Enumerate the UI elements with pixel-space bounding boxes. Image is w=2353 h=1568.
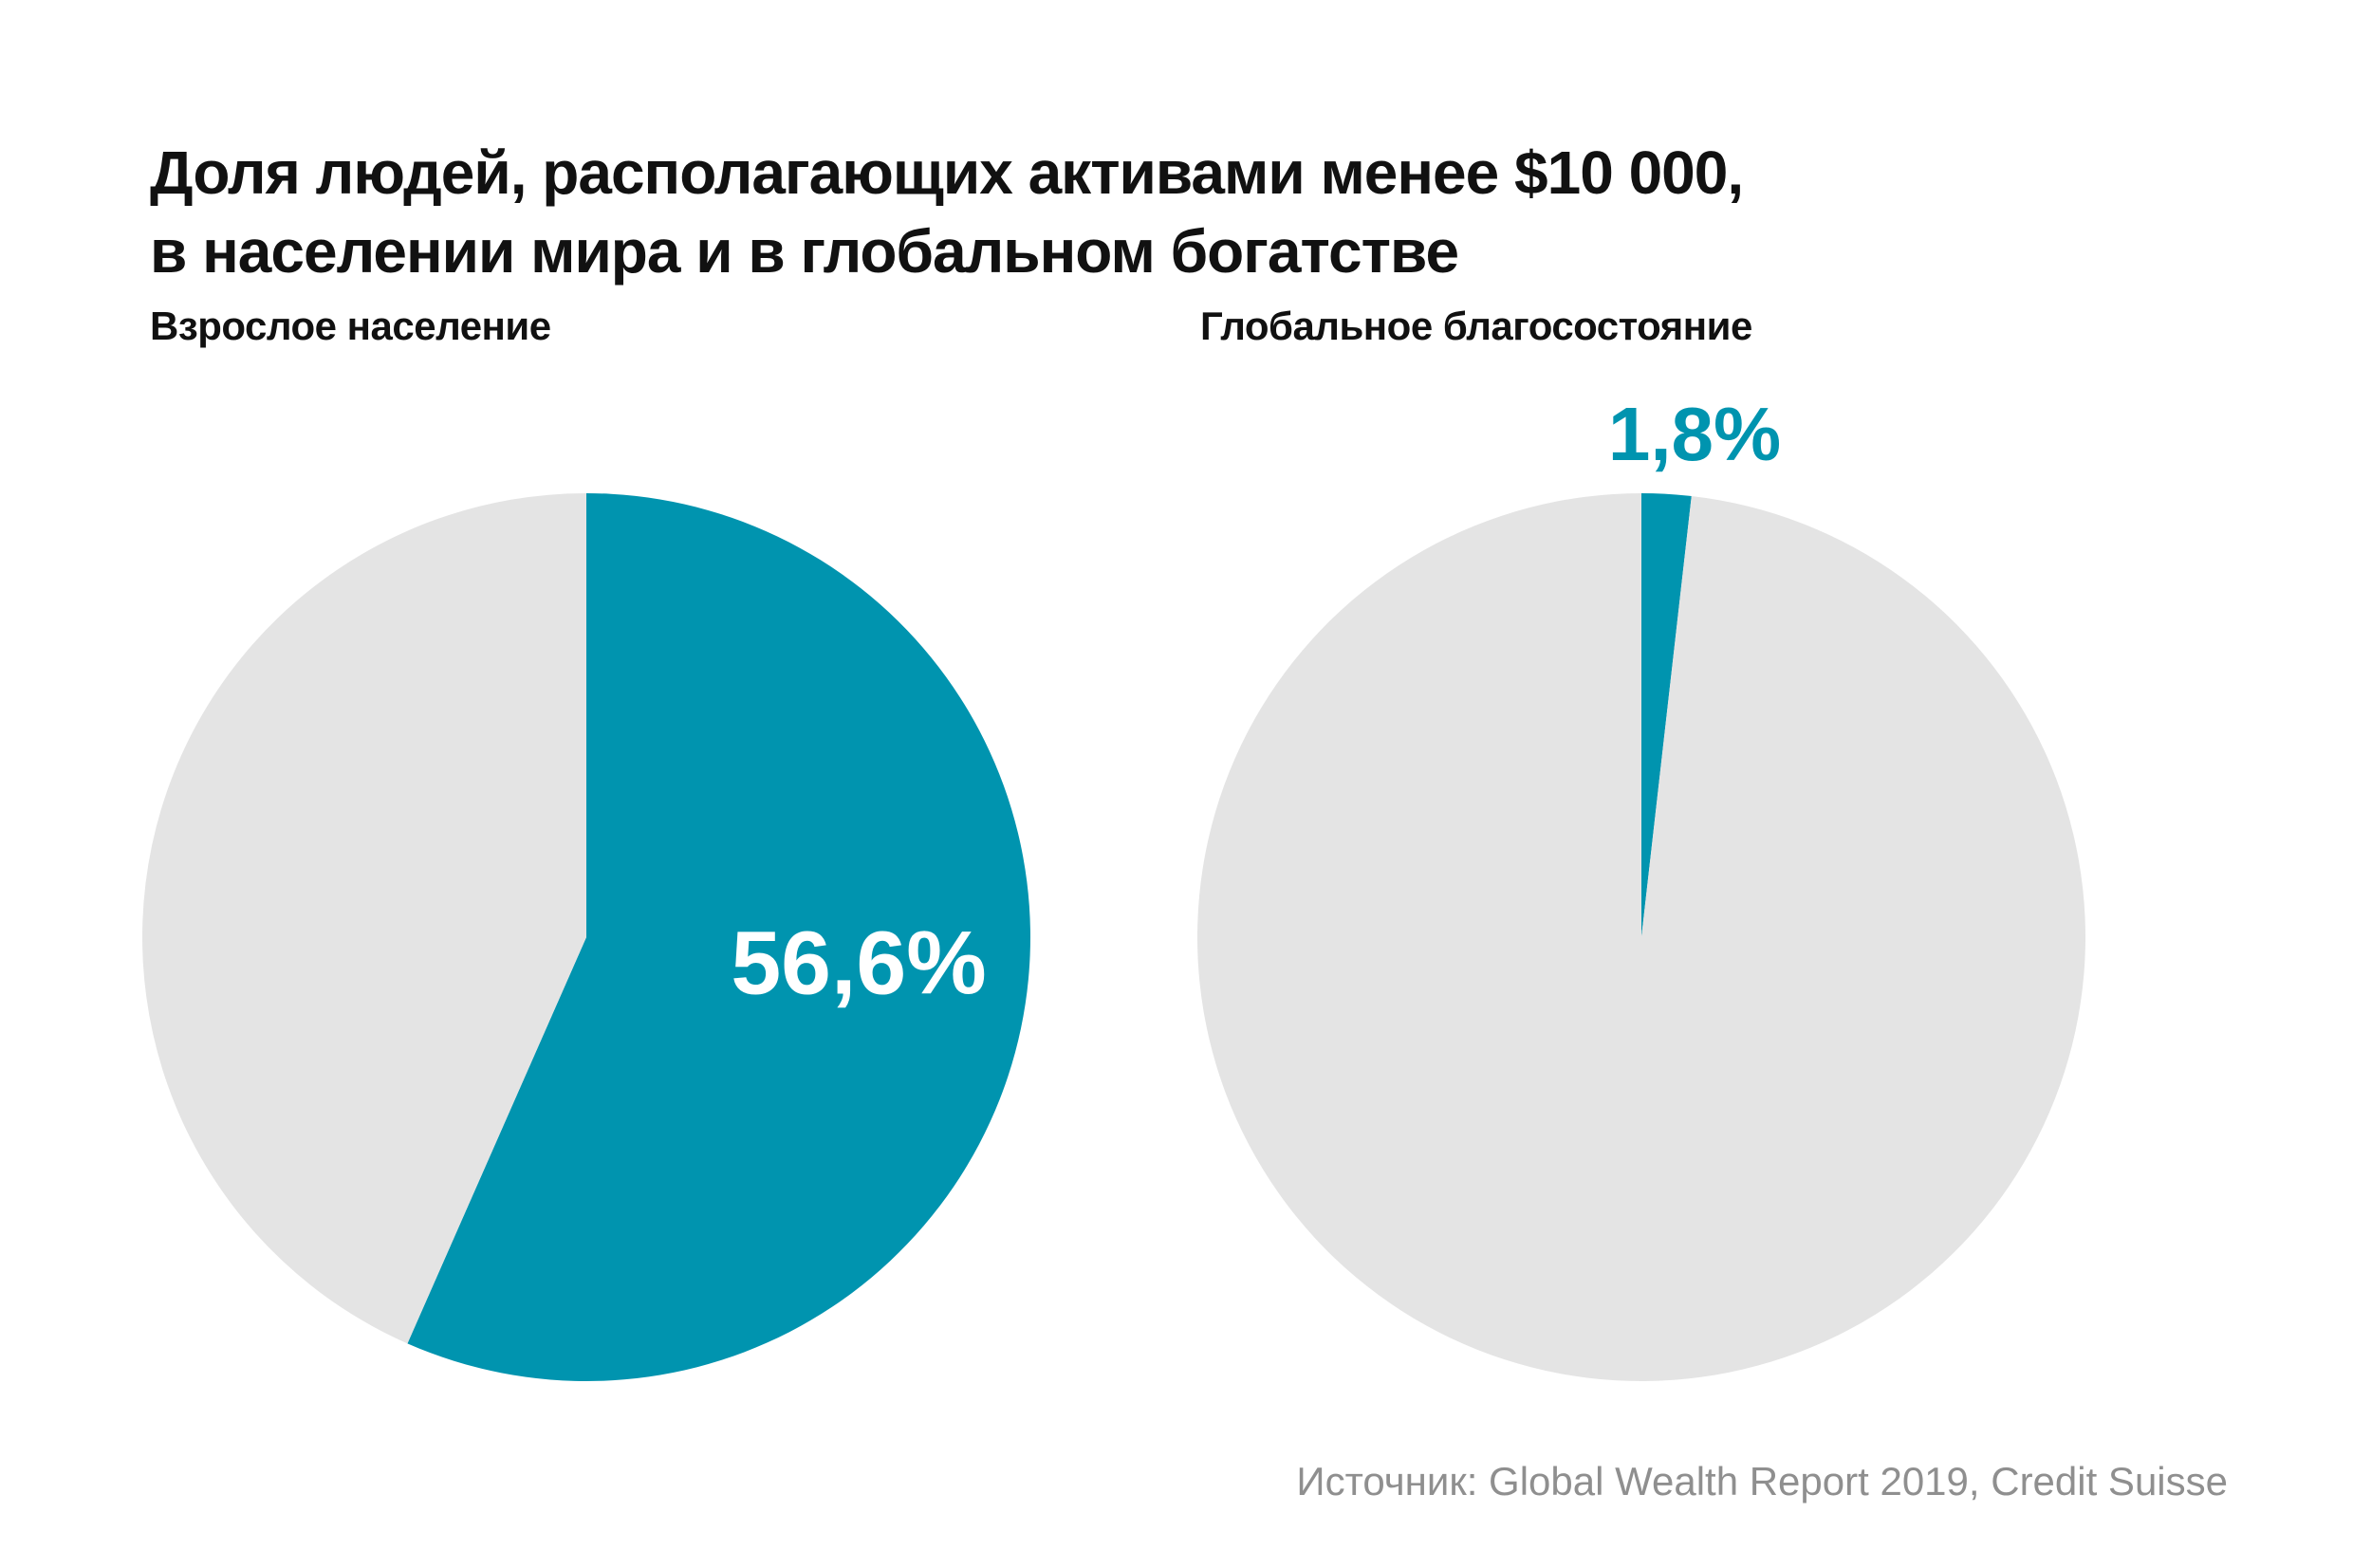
pie-slice	[407, 493, 1030, 1381]
pie-title-global-wealth: Глобальное благосостояние	[1200, 304, 1752, 348]
pie-chart-adult-population	[142, 493, 1030, 1381]
pie-chart-global-wealth	[1197, 493, 2085, 1381]
pie-slice	[1197, 493, 2085, 1381]
pie-slice	[142, 493, 586, 1344]
data-label-adult-population-share: 56,6%	[731, 913, 987, 1014]
pie-slice	[1641, 493, 1692, 937]
data-label-global-wealth-share: 1,8%	[1607, 392, 1782, 476]
source-attribution: Источник: Global Wealth Report 2019, Cre…	[1296, 1459, 2228, 1503]
page-title: Доля людей, располагающих активами менее…	[150, 138, 1744, 286]
pie-title-adult-population: Взрослое население	[150, 304, 551, 348]
